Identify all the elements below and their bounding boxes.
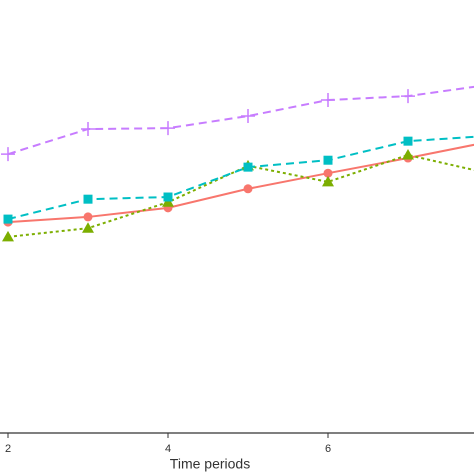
x-tick-label: 6 [325, 443, 331, 455]
point [3, 214, 13, 224]
point [323, 168, 333, 178]
point [2, 230, 14, 242]
series-line [7, 153, 474, 238]
series-line [7, 143, 474, 224]
point [322, 175, 334, 187]
point [321, 93, 335, 108]
series-line [7, 135, 474, 221]
plot-area [1, 85, 474, 242]
x-tick-label: 2 [5, 443, 11, 455]
point [81, 122, 95, 137]
point [83, 212, 93, 222]
point [1, 147, 15, 162]
x-axis-label: Time periods [170, 456, 250, 472]
point [402, 149, 414, 160]
point [83, 194, 93, 204]
point [243, 162, 253, 172]
point [161, 121, 175, 136]
x-tick-label: 4 [165, 443, 171, 455]
point [82, 222, 94, 233]
point [163, 192, 173, 202]
point [401, 89, 415, 104]
point [243, 184, 253, 194]
point [323, 155, 333, 165]
point [403, 136, 413, 146]
point [241, 109, 255, 124]
